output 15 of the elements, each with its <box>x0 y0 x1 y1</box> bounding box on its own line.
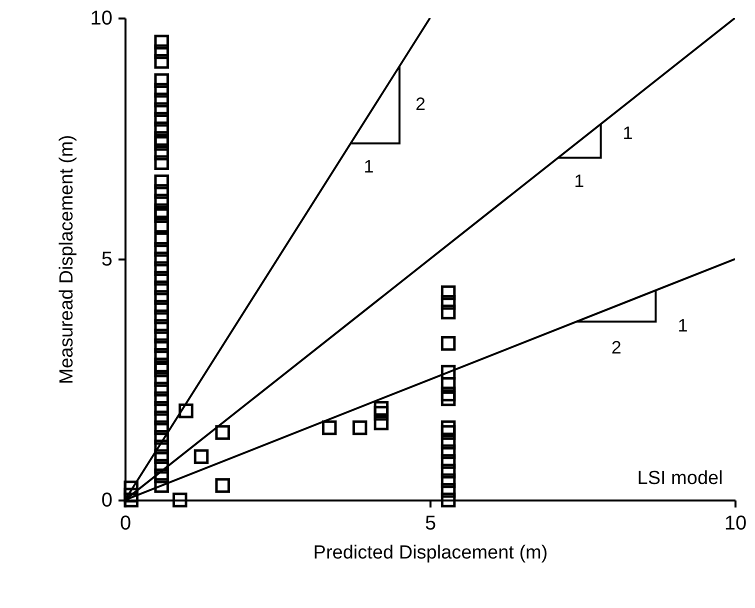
annotation: 1 <box>364 156 374 176</box>
annotation: 2 <box>611 338 622 358</box>
y-tick-label: 0 <box>101 490 112 512</box>
y-axis-title: Measuread Displacement (m) <box>56 134 78 384</box>
annotation: LSI model <box>637 468 723 489</box>
y-tick-label: 10 <box>90 8 112 30</box>
annotation: 1 <box>678 315 688 336</box>
x-tick-label: 5 <box>424 512 436 534</box>
y-tick-label: 5 <box>101 248 112 270</box>
x-axis-title: Predicted Displacement (m) <box>313 542 548 564</box>
x-tick-label: 10 <box>724 512 747 534</box>
annotation: 2 <box>415 94 426 114</box>
annotation: 1 <box>622 123 633 144</box>
x-tick-label: 0 <box>120 512 132 534</box>
annotation: 1 <box>574 170 584 191</box>
